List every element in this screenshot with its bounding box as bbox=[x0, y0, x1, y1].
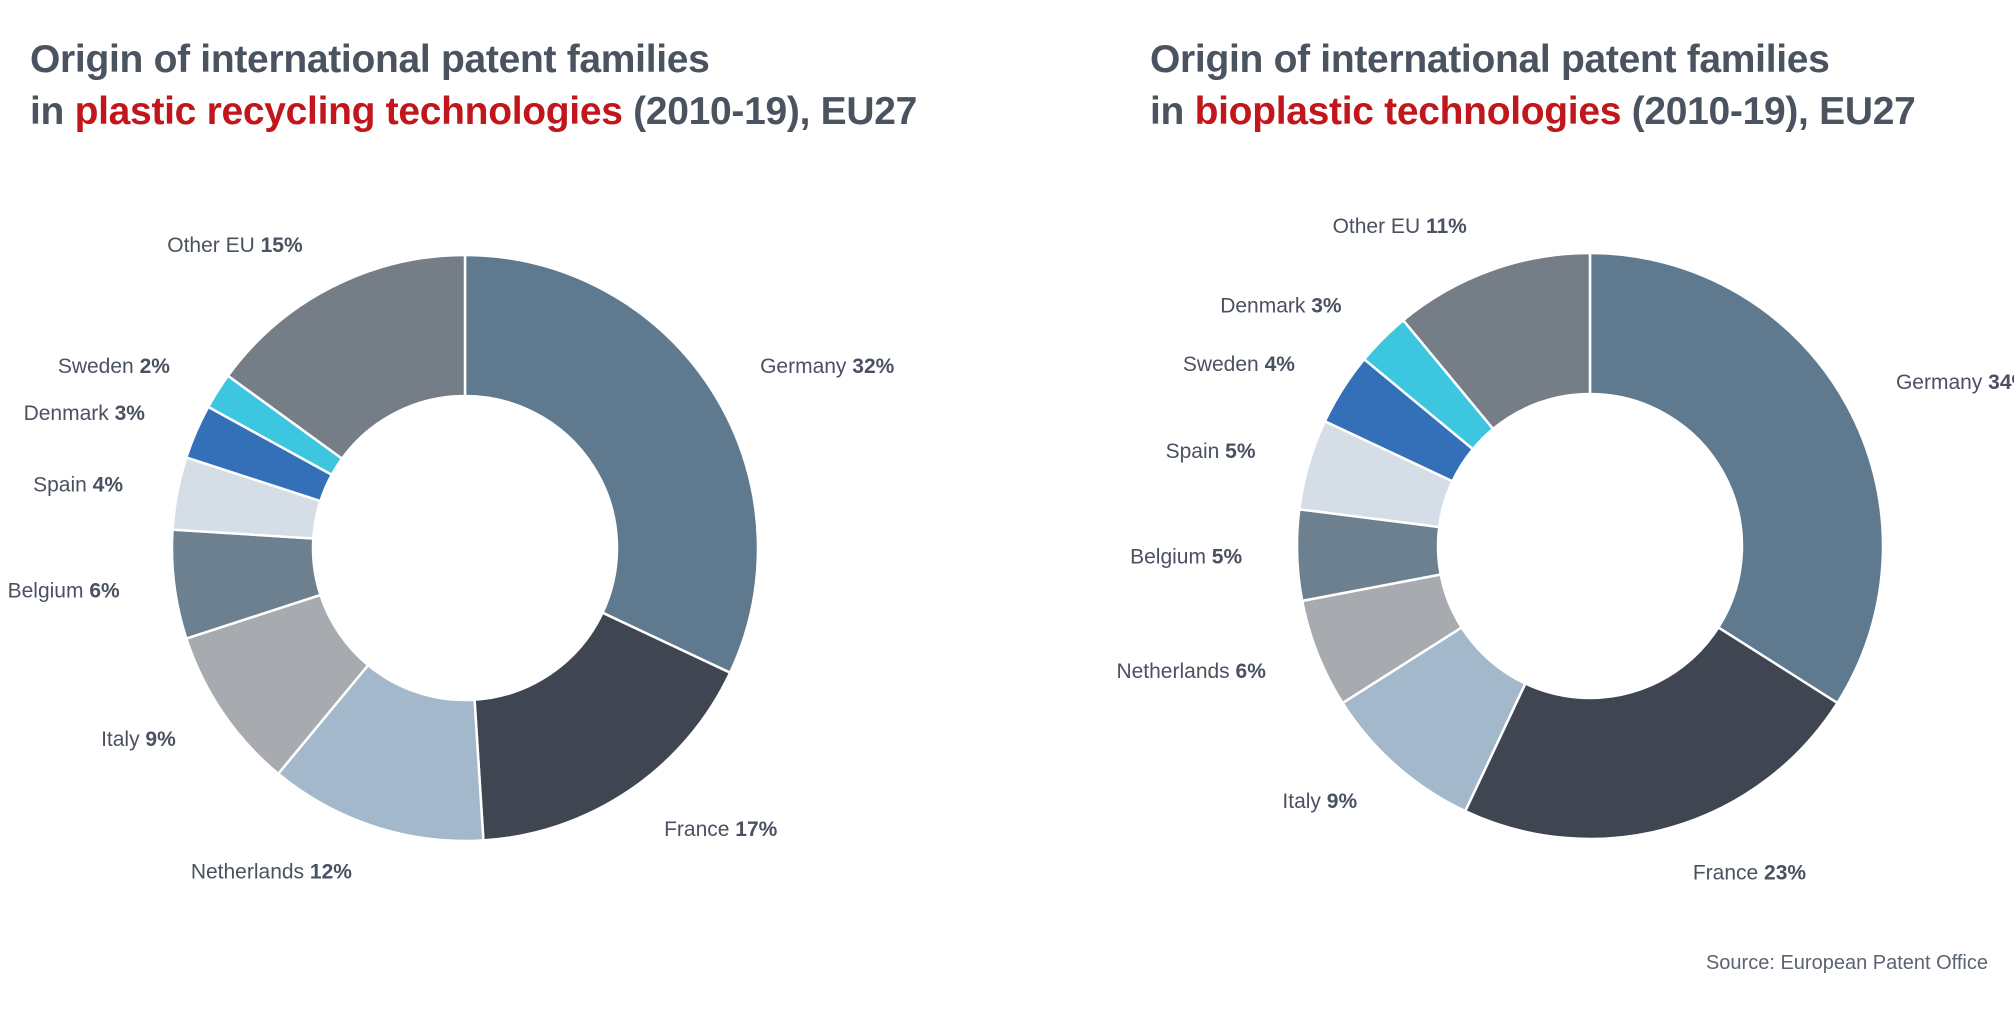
slice-label-value: 15% bbox=[261, 234, 303, 257]
title-line-2: in plastic recycling technologies (2010-… bbox=[30, 86, 917, 138]
slice-label-name: Netherlands bbox=[1116, 660, 1235, 683]
slice-label-netherlands: Netherlands 12% bbox=[191, 860, 352, 883]
title-line-1: Origin of international patent families bbox=[1150, 38, 1830, 81]
chart-title: Origin of international patent families … bbox=[30, 34, 917, 138]
title-line-1: Origin of international patent families bbox=[30, 38, 710, 81]
slice-label-value: 23% bbox=[1764, 861, 1806, 884]
slice-label-name: Denmark bbox=[24, 402, 115, 425]
slice-label-italy: Italy 9% bbox=[1282, 790, 1357, 813]
slice-label-name: Italy bbox=[1282, 790, 1326, 813]
slice-label-value: 3% bbox=[1311, 295, 1342, 318]
donut-slice-germany bbox=[1588, 251, 1885, 705]
title-suffix: (2010-19), EU27 bbox=[633, 90, 918, 133]
slice-label-name: Other EU bbox=[167, 234, 260, 257]
slice-label-denmark: Denmark 3% bbox=[1220, 295, 1342, 318]
donut-slice-other-eu bbox=[1401, 251, 1592, 431]
slice-label-spain: Spain 5% bbox=[1166, 440, 1256, 463]
chart-panel-plastic-recycling: Origin of international patent families … bbox=[8, 34, 918, 883]
slice-label-value: 5% bbox=[1212, 546, 1243, 569]
slice-label-other-eu: Other EU 15% bbox=[167, 234, 303, 257]
slice-label-france: France 23% bbox=[1693, 861, 1807, 884]
slice-label-value: 6% bbox=[89, 580, 120, 603]
slice-label-netherlands: Netherlands 6% bbox=[1116, 660, 1266, 683]
slice-label-value: 4% bbox=[93, 473, 124, 496]
title-in: in bbox=[1150, 90, 1185, 133]
slice-label-italy: Italy 9% bbox=[101, 728, 176, 751]
title-highlight: bioplastic technologies bbox=[1194, 90, 1622, 133]
title-line-2: in bioplastic technologies (2010-19), EU… bbox=[1150, 86, 1916, 138]
slice-label-name: France bbox=[1693, 861, 1764, 884]
slice-label-value: 3% bbox=[115, 402, 146, 425]
slice-label-name: Germany bbox=[1896, 371, 1988, 394]
slice-label-name: France bbox=[664, 818, 735, 841]
slice-label-value: 12% bbox=[310, 860, 352, 883]
donut-slice-other-eu bbox=[226, 253, 467, 461]
slice-label-germany: Germany 34% bbox=[1896, 371, 2014, 394]
slice-label-other-eu: Other EU 11% bbox=[1333, 215, 1468, 238]
donut-chart-bioplastic: Germany 34% France 23% Italy 9% Netherlands… bbox=[1116, 215, 2014, 884]
slice-label-name: Belgium bbox=[1130, 546, 1212, 569]
title-in: in bbox=[30, 90, 65, 133]
slice-label-value: 9% bbox=[1327, 790, 1358, 813]
donut-slice-france bbox=[1463, 625, 1840, 841]
title-suffix: (2010-19), EU27 bbox=[1631, 90, 1916, 133]
slice-label-value: 34% bbox=[1988, 371, 2014, 394]
slice-label-value: 9% bbox=[145, 728, 176, 751]
source-note: Source: European Patent Office bbox=[1705, 952, 1988, 974]
donut-slice-germany bbox=[463, 253, 760, 675]
slice-label-value: 32% bbox=[852, 355, 894, 378]
slice-label-name: Spain bbox=[1166, 440, 1226, 463]
slice-label-value: 2% bbox=[140, 355, 171, 378]
title-highlight: plastic recycling technologies bbox=[74, 90, 623, 133]
slice-label-belgium: Belgium 5% bbox=[1130, 546, 1242, 569]
slice-label-sweden: Sweden 4% bbox=[1183, 353, 1295, 376]
slice-label-name: Belgium bbox=[8, 580, 90, 603]
slice-label-name: Other EU bbox=[1333, 215, 1426, 238]
slice-label-france: France 17% bbox=[664, 818, 778, 841]
slice-label-name: Netherlands bbox=[191, 860, 310, 883]
slice-label-belgium: Belgium 6% bbox=[8, 580, 120, 603]
chart-title: Origin of international patent families … bbox=[1150, 34, 1916, 138]
slice-label-sweden: Sweden 2% bbox=[58, 355, 170, 378]
slice-label-germany: Germany 32% bbox=[760, 355, 895, 378]
donut-chart-plastic-recycling: Germany 32% France 17% Netherlands 12% Ital… bbox=[8, 234, 895, 883]
slice-label-spain: Spain 4% bbox=[33, 473, 123, 496]
slice-label-value: 17% bbox=[735, 818, 777, 841]
slice-label-value: 6% bbox=[1236, 660, 1267, 683]
slice-label-name: Sweden bbox=[1183, 353, 1265, 376]
slice-label-name: Germany bbox=[760, 355, 852, 378]
slice-label-value: 4% bbox=[1265, 353, 1296, 376]
slice-label-name: Spain bbox=[33, 473, 93, 496]
slice-label-name: Italy bbox=[101, 728, 145, 751]
slice-label-value: 5% bbox=[1225, 440, 1256, 463]
slice-label-name: Sweden bbox=[58, 355, 140, 378]
slice-label-denmark: Denmark 3% bbox=[24, 402, 146, 425]
slice-label-value: 11% bbox=[1426, 215, 1467, 238]
slice-label-name: Denmark bbox=[1220, 295, 1311, 318]
donut-slice-france bbox=[473, 611, 732, 842]
chart-panel-bioplastic: Origin of international patent families … bbox=[1116, 0, 2014, 1011]
